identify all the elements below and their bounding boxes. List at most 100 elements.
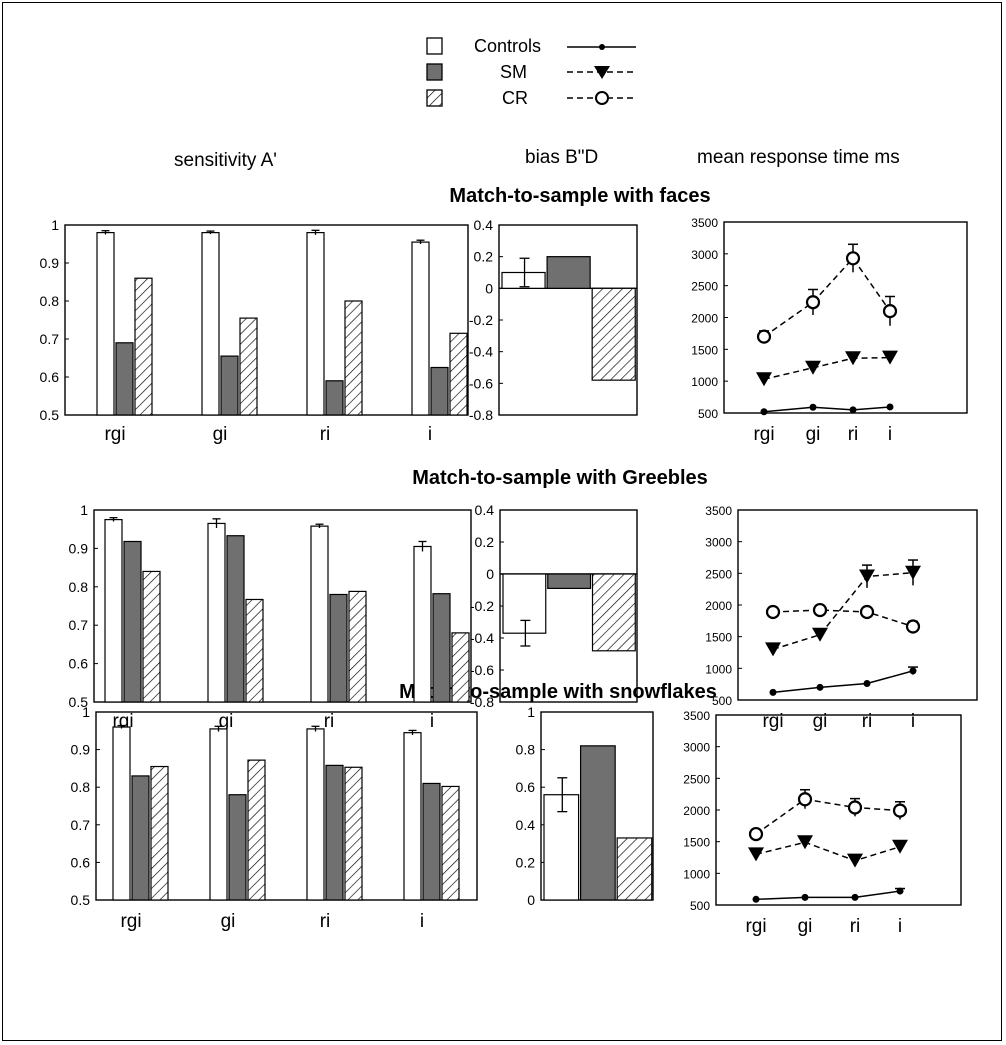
faces-sensitivity-bar-sm-ri bbox=[325, 380, 344, 416]
faces-line-xtick-label-gi: gi bbox=[806, 424, 821, 445]
snowflakes-sensitivity-bar-sm-i bbox=[422, 782, 441, 901]
snowflakes-bias-ytick-label: 0.6 bbox=[516, 779, 536, 795]
greebles-line-point-controls bbox=[769, 688, 777, 696]
legend-label-sm: SM bbox=[500, 62, 527, 82]
snowflakes-sensitivity-ytick-label: 0.8 bbox=[71, 779, 91, 795]
snowflakes-line-point-cr bbox=[847, 800, 863, 815]
snowflakes-line-point-sm bbox=[847, 853, 863, 868]
faces-sensitivity-ytick-label: 0.8 bbox=[40, 293, 60, 309]
snowflakes-line-ytick-label: 1500 bbox=[683, 836, 710, 850]
snowflakes-bias-ytick-label: 0.4 bbox=[516, 817, 536, 833]
faces-line-ytick-label: 500 bbox=[698, 407, 718, 421]
greebles-sensitivity-ytick-label: 0.5 bbox=[69, 694, 89, 710]
greebles-bias-bar-controls bbox=[502, 573, 547, 634]
greebles-line-point-cr bbox=[859, 604, 875, 620]
snowflakes-sensitivity-bar-cr-gi bbox=[247, 759, 266, 901]
snowflakes-line-ytick-label: 3000 bbox=[683, 741, 710, 755]
faces-sensitivity-xtick-label-i: i bbox=[428, 424, 432, 445]
faces-sensitivity-bar-cr-rgi bbox=[134, 277, 153, 416]
greebles-bias-ytick-label: -0.4 bbox=[470, 630, 494, 646]
snowflakes-sensitivity-bar-sm-rgi bbox=[131, 775, 150, 901]
faces-sensitivity-ytick-label: 0.5 bbox=[40, 407, 60, 423]
snowflakes-sensitivity-ytick-label: 0.9 bbox=[71, 742, 91, 758]
greebles-bias-ytick-label: 0.4 bbox=[475, 502, 495, 518]
faces-line-point-cr bbox=[882, 304, 898, 319]
snowflakes-sensitivity-ytick-label: 1 bbox=[82, 704, 90, 720]
faces-sensitivity-bar-cr-i bbox=[449, 332, 468, 416]
legend-marker-sm bbox=[594, 66, 610, 79]
legend-marker-cr bbox=[595, 91, 609, 105]
faces-bias-ytick-label: -0.8 bbox=[469, 407, 493, 423]
snowflakes-bias-ytick-label: 0 bbox=[527, 892, 535, 908]
greebles-sensitivity-bar-cr-i bbox=[451, 632, 470, 703]
snowflakes-sensitivity-bar-cr-ri bbox=[344, 766, 363, 901]
legend-swatch-controls bbox=[426, 37, 443, 55]
snowflakes-sensitivity-xtick-label-i: i bbox=[420, 911, 424, 932]
plots: 0.5 0.6 0.7 0.8 0.9 1 rgi gi ri i -0.8 -0.6 -0.4 -0.2… bbox=[40, 216, 978, 937]
faces-sensitivity-bar-cr-gi bbox=[239, 317, 258, 416]
greebles-sensitivity-bar-cr-ri bbox=[348, 590, 367, 703]
greebles-line-xtick-label-rgi: rgi bbox=[762, 711, 783, 732]
heading-rt: mean response time ms bbox=[697, 147, 900, 168]
faces-sensitivity-ytick-label: 1 bbox=[51, 217, 59, 233]
greebles-line-ytick-label: 2500 bbox=[705, 567, 732, 581]
greebles-line-ytick-label: 1500 bbox=[705, 631, 732, 645]
greebles-line-point-cr bbox=[765, 604, 781, 620]
faces-bias-ytick-label: -0.6 bbox=[469, 375, 493, 391]
faces-line-point-sm bbox=[882, 350, 898, 365]
greebles-line-point-sm bbox=[905, 565, 921, 580]
greebles-sensitivity-bar-sm-gi bbox=[226, 535, 245, 703]
greebles-bias-ytick-label: -0.6 bbox=[470, 662, 494, 678]
legend-swatch-sm bbox=[426, 63, 443, 81]
greebles-line-ytick-label: 500 bbox=[712, 694, 732, 708]
faces-sensitivity-frame bbox=[64, 224, 469, 416]
greebles-sensitivity-ytick-label: 0.7 bbox=[69, 617, 89, 633]
snowflakes-bias-bar-sm bbox=[579, 745, 616, 901]
greebles-line-point-controls bbox=[816, 683, 824, 691]
faces-line-line-sm bbox=[763, 356, 891, 380]
greebles-sensitivity-bar-sm-i bbox=[432, 593, 451, 703]
faces-bias-bar-cr bbox=[591, 287, 636, 381]
greebles-bias-bar-sm bbox=[547, 573, 592, 589]
snowflakes-line-point-controls bbox=[851, 893, 859, 901]
greebles-line-point-sm bbox=[765, 642, 781, 657]
snowflakes-line-xtick-label-gi: gi bbox=[798, 916, 813, 937]
heading-bias: bias B"D bbox=[525, 147, 598, 168]
snowflakes-line-ytick-label: 500 bbox=[690, 899, 710, 913]
snowflakes-sensitivity-bar-controls-i bbox=[403, 732, 422, 901]
snowflakes-sensitivity-bar-controls-gi bbox=[209, 728, 228, 901]
snowflakes-sensitivity-bar-controls-ri bbox=[306, 728, 325, 901]
snowflakes-bias-ytick-label: 1 bbox=[527, 704, 535, 720]
greebles-sensitivity-bar-controls-gi bbox=[207, 522, 226, 703]
greebles-sensitivity-bar-cr-gi bbox=[245, 598, 264, 703]
greebles-line-line-controls bbox=[772, 670, 914, 694]
greebles-line-line-cr bbox=[772, 609, 914, 628]
snowflakes-line-point-cr bbox=[797, 792, 813, 807]
legend-marker-controls bbox=[599, 44, 605, 50]
greebles-sensitivity-ytick-label: 0.6 bbox=[69, 656, 89, 672]
snowflakes-line-line-cr bbox=[755, 798, 901, 835]
snowflakes-sensitivity-xtick-label-rgi: rgi bbox=[120, 911, 141, 932]
faces-bias-ytick-label: 0.4 bbox=[474, 217, 494, 233]
faces-sensitivity-bar-controls-rgi bbox=[96, 232, 115, 416]
faces-line-ytick-label: 3500 bbox=[691, 216, 718, 230]
snowflakes-line-xtick-label-i: i bbox=[898, 916, 902, 937]
snowflakes-sensitivity-ytick-label: 0.7 bbox=[71, 817, 91, 833]
snowflakes-line-ytick-label: 2000 bbox=[683, 804, 710, 818]
greebles-line-ytick-label: 1000 bbox=[705, 662, 732, 676]
greebles-line-xtick-label-gi: gi bbox=[813, 711, 828, 732]
greebles-sensitivity-ytick-label: 0.9 bbox=[69, 540, 89, 556]
snowflakes-line-point-cr bbox=[892, 803, 908, 818]
faces-bias-bar-controls bbox=[501, 271, 546, 289]
snowflakes-sensitivity-xtick-label-ri: ri bbox=[320, 911, 331, 932]
greebles-line-point-sm bbox=[812, 627, 828, 642]
faces-line-ytick-label: 1000 bbox=[691, 375, 718, 389]
greebles-line-ytick-label: 2000 bbox=[705, 599, 732, 613]
snowflakes-line-xtick-label-rgi: rgi bbox=[745, 916, 766, 937]
faces-sensitivity-ytick-label: 0.6 bbox=[40, 369, 60, 385]
faces-sensitivity-xtick-label-ri: ri bbox=[320, 424, 331, 445]
snowflakes-bias-ytick-label: 0.2 bbox=[516, 854, 536, 870]
faces-line-point-cr bbox=[845, 251, 861, 266]
